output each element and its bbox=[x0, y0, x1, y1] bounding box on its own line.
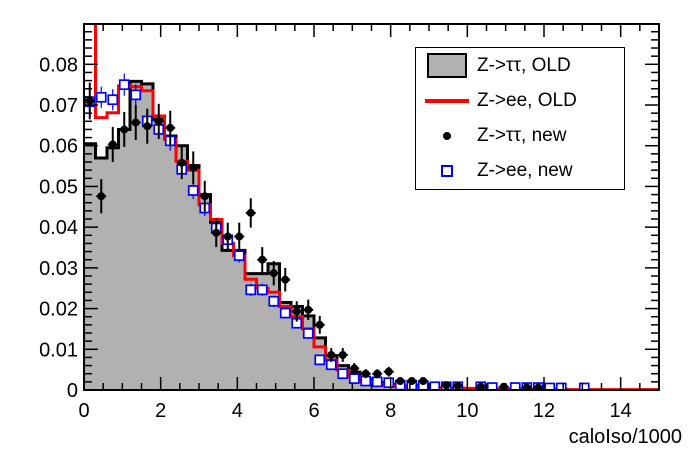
x-tick-label: 2 bbox=[155, 400, 166, 422]
data-point-marker bbox=[383, 377, 395, 389]
data-point-marker bbox=[279, 307, 291, 319]
legend-box: Z->ττ, OLD Z->ee, OLD Z->ττ, new Z->ee, … bbox=[415, 47, 625, 190]
legend-label: Z->ee, new bbox=[477, 160, 573, 182]
gray-histogram-fill bbox=[84, 81, 659, 390]
legend-label: Z->ee, OLD bbox=[477, 89, 577, 111]
data-point-marker bbox=[476, 382, 485, 390]
y-tick-label: 0.07 bbox=[39, 95, 78, 117]
x-tick-label: 12 bbox=[533, 400, 555, 422]
data-point-marker bbox=[187, 185, 199, 196]
legend-label: Z->ττ, new bbox=[477, 125, 567, 147]
data-point-marker bbox=[373, 369, 382, 378]
data-point-marker bbox=[419, 377, 428, 386]
red-line-swatch bbox=[425, 98, 469, 103]
data-point-marker bbox=[258, 255, 267, 264]
x-tick-label: 8 bbox=[385, 400, 396, 422]
data-point-marker bbox=[166, 123, 175, 132]
data-point-marker bbox=[350, 364, 359, 373]
legend-entry-ztautau-old: Z->ττ, OLD bbox=[416, 49, 624, 83]
legend-entry-ztautau-new: Z->ττ, new bbox=[416, 119, 624, 153]
data-point-marker bbox=[555, 382, 567, 390]
ticks-layer bbox=[83, 24, 660, 391]
x-tick-label: 4 bbox=[232, 400, 243, 422]
black-circle-marker-swatch bbox=[443, 132, 451, 141]
data-point-marker bbox=[269, 269, 278, 278]
data-point-marker bbox=[177, 158, 186, 167]
data-point-marker bbox=[245, 284, 257, 296]
data-point-marker bbox=[371, 376, 383, 388]
y-tick-label: 0.02 bbox=[39, 299, 78, 321]
data-point-marker bbox=[107, 94, 119, 106]
data-point-marker bbox=[108, 140, 117, 149]
data-point-marker bbox=[233, 250, 245, 262]
tick-labels-layer: 0 2 4 6 8 10 12 14 0 0.01 0.02 0.03 0.04 0.05 0.06 0.07… bbox=[39, 54, 632, 422]
data-point-marker bbox=[314, 354, 326, 366]
data-point-marker bbox=[302, 328, 314, 339]
data-point-marker bbox=[246, 208, 255, 217]
data-point-marker bbox=[327, 350, 336, 359]
data-point-marker bbox=[268, 295, 280, 307]
x-axis-title: caloIso/1000 bbox=[568, 426, 682, 448]
data-point-marker bbox=[97, 192, 106, 201]
blue-square-marker-swatch bbox=[441, 165, 453, 178]
data-point-marker bbox=[189, 163, 198, 172]
data-point-marker bbox=[509, 382, 521, 390]
data-point-marker bbox=[442, 381, 451, 390]
y-tick-label: 0.03 bbox=[39, 258, 78, 280]
y-tick-label: 0 bbox=[67, 380, 78, 402]
data-point-marker bbox=[212, 228, 221, 237]
data-point-marker bbox=[315, 320, 324, 329]
data-point-marker bbox=[396, 377, 405, 386]
data-point-marker bbox=[361, 369, 370, 378]
y-tick-label: 0.08 bbox=[39, 54, 78, 76]
data-point-marker bbox=[384, 367, 393, 376]
data-point-marker bbox=[200, 192, 209, 201]
y-tick-label: 0.01 bbox=[39, 339, 78, 361]
legend-label: Z->ττ, OLD bbox=[477, 54, 571, 76]
gray-filled-box-swatch bbox=[427, 53, 467, 79]
data-point-marker bbox=[429, 381, 441, 390]
data-point-marker bbox=[534, 383, 543, 390]
data-point-marker bbox=[235, 232, 244, 241]
x-tick-label: 10 bbox=[456, 400, 478, 422]
data-point-marker bbox=[223, 232, 232, 241]
data-point-marker bbox=[95, 91, 107, 103]
data-point-marker bbox=[120, 125, 129, 134]
data-point-marker bbox=[292, 307, 301, 316]
legend-entry-zee-new: Z->ee, new bbox=[416, 154, 624, 188]
black-points-series bbox=[84, 82, 544, 390]
data-point-marker bbox=[143, 122, 152, 131]
y-tick-label: 0.04 bbox=[39, 217, 78, 239]
data-point-marker bbox=[407, 377, 416, 386]
data-point-marker bbox=[118, 79, 130, 91]
data-point-marker bbox=[304, 305, 313, 314]
data-point-marker bbox=[154, 117, 163, 126]
x-tick-label: 14 bbox=[610, 400, 632, 422]
data-point-marker bbox=[486, 382, 498, 390]
data-point-marker bbox=[281, 275, 290, 284]
data-point-marker bbox=[130, 89, 142, 101]
data-point-marker bbox=[453, 381, 462, 390]
data-point-marker bbox=[348, 373, 360, 384]
y-tick-label: 0.05 bbox=[39, 176, 78, 198]
y-tick-label: 0.06 bbox=[39, 136, 78, 158]
data-point-marker bbox=[338, 350, 347, 359]
data-point-marker bbox=[578, 382, 590, 390]
x-tick-label: 0 bbox=[78, 400, 89, 422]
data-point-marker bbox=[85, 96, 94, 105]
x-tick-label: 6 bbox=[308, 400, 319, 422]
legend-entry-zee-old: Z->ee, OLD bbox=[416, 84, 624, 118]
data-point-marker bbox=[256, 284, 268, 296]
data-point-marker bbox=[131, 118, 140, 127]
data-point-marker bbox=[544, 382, 556, 390]
data-point-marker bbox=[337, 368, 349, 380]
